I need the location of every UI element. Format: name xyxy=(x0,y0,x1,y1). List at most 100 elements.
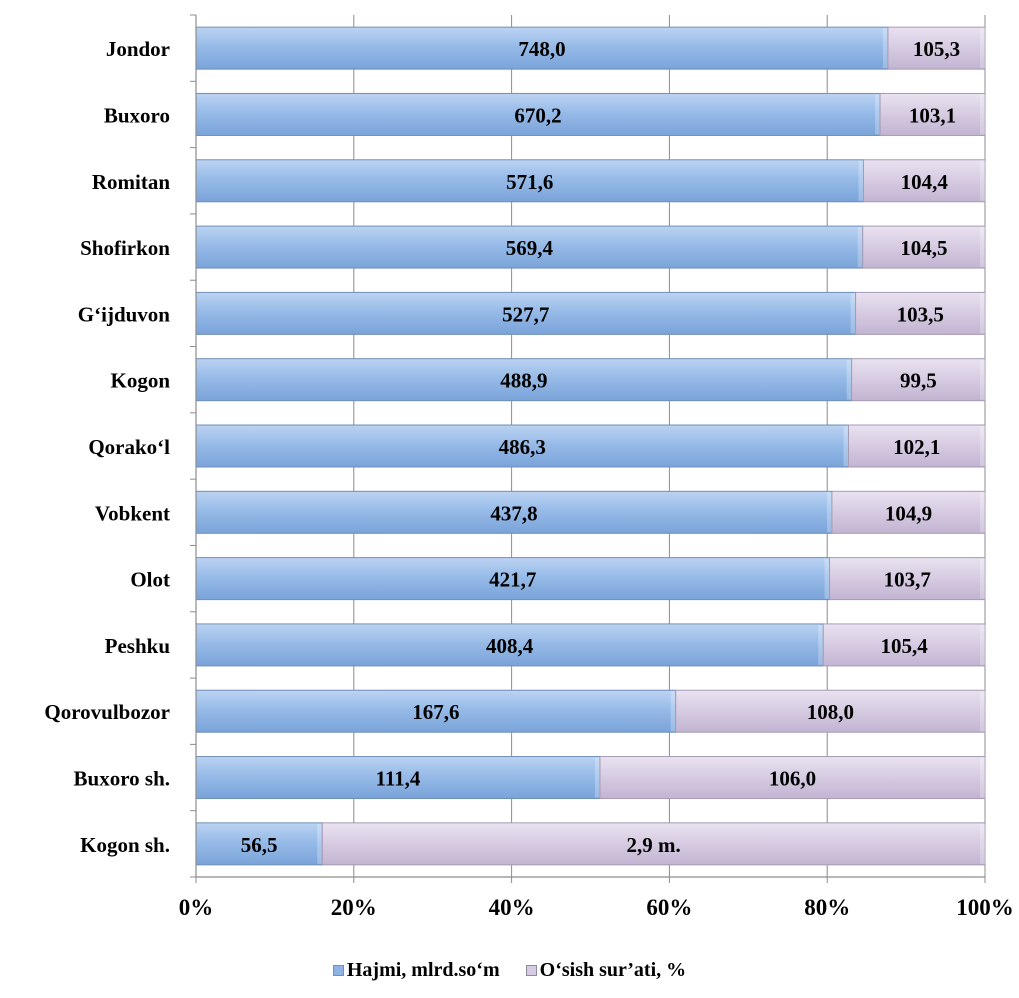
data-label-volume: 488,9 xyxy=(500,369,547,393)
bar-bevel xyxy=(980,160,985,201)
category-label: Vobkent xyxy=(95,501,170,525)
data-label-volume: 527,7 xyxy=(502,302,549,326)
x-tick-label: 20% xyxy=(331,895,377,920)
data-label-growth: 106,0 xyxy=(769,767,816,791)
category-label: Buxoro sh. xyxy=(74,767,170,791)
bar-bevel xyxy=(857,227,863,268)
bar-volume xyxy=(195,490,833,534)
bar-bevel xyxy=(980,227,985,268)
bar-bevel xyxy=(980,757,985,798)
bar-bevel xyxy=(843,426,849,466)
bar-bevel xyxy=(980,426,985,466)
data-label-growth: 2,9 m. xyxy=(626,833,680,857)
x-tick-label: 100% xyxy=(956,895,1014,920)
data-label-growth: 99,5 xyxy=(900,369,937,393)
bar-bevel xyxy=(980,823,985,864)
bar-bevel xyxy=(818,624,824,665)
data-label-volume: 670,2 xyxy=(514,103,561,127)
legend-label-volume: Hajmi, mlrd.so‘m xyxy=(346,958,500,981)
bar-volume xyxy=(195,26,889,70)
data-label-volume: 569,4 xyxy=(506,236,554,260)
bar-growth xyxy=(675,689,986,733)
bar-bevel xyxy=(850,293,856,334)
data-label-volume: 167,6 xyxy=(412,700,459,724)
legend: Hajmi, mlrd.so‘m O‘sish sur’ati, % xyxy=(0,955,1019,985)
data-label-growth: 103,5 xyxy=(897,302,944,326)
bar-volume xyxy=(195,92,881,136)
category-label: Qorovulbozor xyxy=(44,700,170,724)
bar-volume xyxy=(195,756,601,800)
bar-growth xyxy=(879,92,986,136)
category-label: Shofirkon xyxy=(80,236,170,260)
category-label: Kogon sh. xyxy=(80,833,170,857)
data-label-growth: 104,5 xyxy=(900,236,947,260)
bar-bevel xyxy=(980,492,985,533)
legend-swatch-growth xyxy=(525,964,537,976)
bar-bevel xyxy=(882,28,888,69)
labels: 0% 20% 40% 60% 80% 100% Jondor 748,0 105,3 Buxoro… xyxy=(44,37,1013,920)
bar-volume xyxy=(195,291,857,335)
data-label-growth: 102,1 xyxy=(893,435,940,459)
category-label: Romitan xyxy=(92,170,170,194)
data-label-volume: 111,4 xyxy=(376,767,421,791)
legend-item-growth: O‘sish sur’ati, % xyxy=(525,958,687,982)
bar-volume xyxy=(195,159,864,203)
data-label-growth: 103,1 xyxy=(909,103,956,127)
category-label: Kogon xyxy=(110,369,170,393)
bar-bevel xyxy=(858,160,864,201)
category-label: Buxoro xyxy=(104,103,170,127)
bar-volume xyxy=(195,557,831,601)
axes xyxy=(190,14,986,883)
bar-bevel xyxy=(980,624,985,665)
bar-growth xyxy=(822,623,986,667)
bar-growth xyxy=(855,291,986,335)
bar-growth xyxy=(887,26,986,70)
legend-label-growth: O‘sish sur’ati, % xyxy=(539,958,687,981)
bar-volume xyxy=(195,623,824,667)
x-tick-label: 80% xyxy=(804,895,850,920)
category-label: Olot xyxy=(130,568,170,592)
stacked-bar-chart: 0% 20% 40% 60% 80% 100% Jondor 748,0 105,3 Buxoro… xyxy=(44,14,1014,920)
data-label-growth: 104,4 xyxy=(901,170,949,194)
legend-swatch-volume xyxy=(332,964,344,976)
data-label-volume: 56,5 xyxy=(241,833,278,857)
data-label-volume: 408,4 xyxy=(486,634,534,658)
bar-growth xyxy=(862,159,986,203)
bar-bevel xyxy=(846,359,852,400)
data-label-growth: 105,4 xyxy=(881,634,929,658)
bars xyxy=(195,26,986,866)
bar-bevel xyxy=(670,691,676,732)
legend-item-volume: Hajmi, mlrd.so‘m xyxy=(332,958,500,982)
data-label-volume: 437,8 xyxy=(490,501,537,525)
data-label-growth: 108,0 xyxy=(807,700,854,724)
bar-bevel xyxy=(980,558,985,599)
bar-growth xyxy=(599,756,986,800)
bar-bevel xyxy=(980,28,985,69)
bar-growth xyxy=(831,490,986,534)
x-tick-label: 40% xyxy=(489,895,535,920)
bar-bevel xyxy=(594,757,600,798)
category-label: Qorako‘l xyxy=(88,435,170,459)
data-label-growth: 105,3 xyxy=(913,37,960,61)
bar-growth xyxy=(862,225,986,269)
x-tick-label: 60% xyxy=(646,895,692,920)
bar-bevel xyxy=(980,94,985,135)
bar-volume xyxy=(195,358,853,402)
bar-bevel xyxy=(875,94,881,135)
bar-growth xyxy=(321,822,986,866)
bar-bevel xyxy=(980,359,985,400)
data-label-volume: 421,7 xyxy=(489,568,536,592)
bar-growth xyxy=(851,358,986,402)
x-tick-label: 0% xyxy=(179,895,214,920)
category-label: G‘ijduvon xyxy=(78,302,171,326)
bar-growth xyxy=(848,424,986,468)
bar-bevel xyxy=(980,691,985,732)
data-label-volume: 748,0 xyxy=(518,37,565,61)
data-label-growth: 104,9 xyxy=(885,501,932,525)
bar-bevel xyxy=(980,293,985,334)
category-label: Peshku xyxy=(105,634,171,658)
bar-growth xyxy=(829,557,986,601)
data-label-growth: 103,7 xyxy=(884,568,931,592)
bar-bevel xyxy=(826,492,832,533)
bar-volume xyxy=(195,225,864,269)
